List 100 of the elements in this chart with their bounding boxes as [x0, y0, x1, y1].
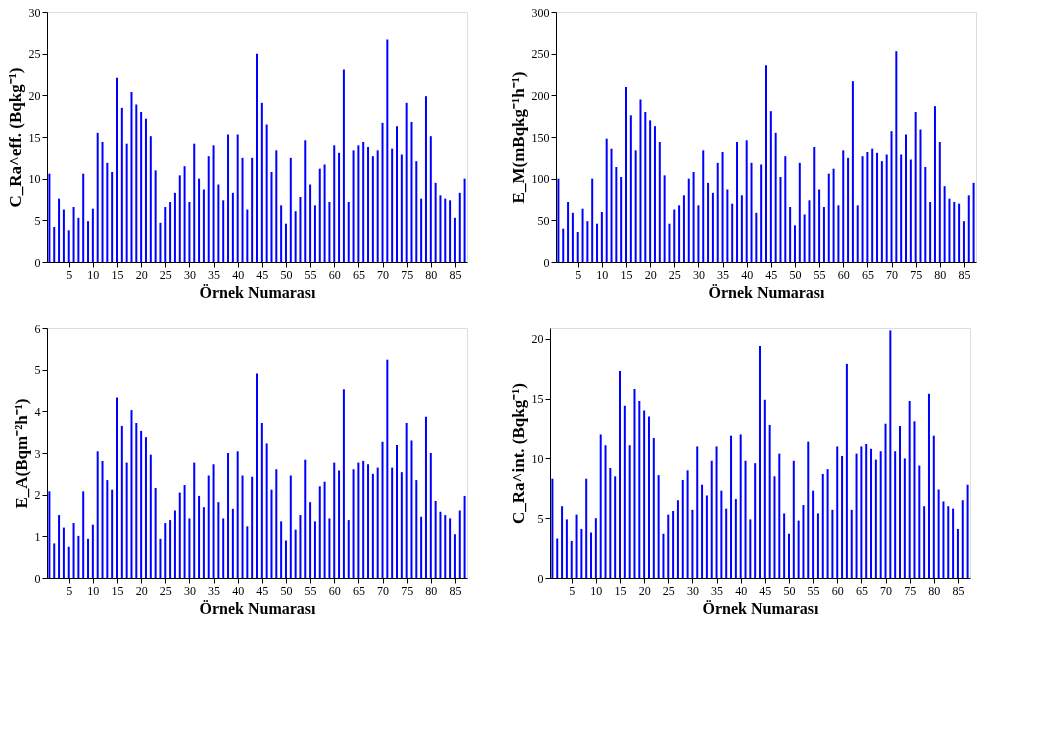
- bar: [265, 124, 268, 262]
- bar: [48, 491, 51, 578]
- y-tick-label: 25: [28, 47, 41, 62]
- x-tick-label: 30: [686, 583, 699, 598]
- bar: [658, 142, 661, 262]
- bar: [294, 529, 297, 578]
- bar: [415, 161, 418, 262]
- bar: [570, 540, 573, 578]
- bar: [676, 500, 679, 578]
- x-tick-label: 80: [425, 267, 438, 282]
- bar: [605, 138, 608, 262]
- bar: [96, 132, 99, 262]
- bar: [894, 451, 897, 578]
- bar: [749, 519, 752, 578]
- bar: [62, 527, 65, 578]
- y-axis-title: C_Ra^eff. (Bqkg⁻¹): [5, 67, 25, 208]
- bar: [62, 209, 65, 262]
- bar: [449, 518, 452, 578]
- bar: [154, 170, 157, 262]
- bar: [135, 423, 138, 578]
- bar: [444, 198, 447, 262]
- bar: [826, 469, 829, 578]
- bar: [696, 446, 699, 578]
- bar: [649, 120, 652, 262]
- y-axis-title: E_M(mBqkg⁻¹h⁻¹): [508, 71, 528, 204]
- y-tick-label: 4: [34, 404, 41, 419]
- bar: [851, 81, 854, 262]
- bar: [663, 175, 666, 262]
- bar: [410, 440, 413, 578]
- bar: [633, 389, 636, 578]
- x-tick-label: 45: [256, 583, 269, 598]
- bar: [149, 454, 152, 578]
- bar: [739, 434, 742, 578]
- bar: [323, 481, 326, 578]
- bar: [702, 150, 705, 262]
- x-tick-label: 5: [66, 583, 73, 598]
- bar: [850, 509, 853, 578]
- bar: [623, 405, 626, 578]
- x-tick-label: 40: [232, 267, 245, 282]
- bar: [367, 464, 370, 578]
- bar: [381, 122, 384, 262]
- x-tick-label: 75: [904, 583, 917, 598]
- bar: [831, 509, 834, 578]
- bar: [837, 205, 840, 262]
- bar: [673, 209, 676, 262]
- y-tick-label: 10: [28, 172, 41, 187]
- bar: [429, 136, 432, 262]
- bar: [604, 445, 607, 578]
- bar: [652, 438, 655, 578]
- bar: [120, 425, 123, 578]
- bar: [609, 467, 612, 578]
- bar: [202, 189, 205, 262]
- bar: [900, 154, 903, 262]
- bar: [895, 51, 898, 262]
- bar: [371, 156, 374, 262]
- bar: [367, 147, 370, 262]
- x-tick-label: 30: [183, 583, 196, 598]
- y-tick-label: 10: [531, 451, 544, 466]
- bar: [721, 152, 724, 262]
- bar: [966, 484, 969, 578]
- bar: [879, 451, 882, 578]
- x-tick-label: 70: [886, 267, 899, 282]
- bar: [647, 416, 650, 578]
- x-tick-label: 50: [280, 583, 293, 598]
- bar: [328, 518, 331, 578]
- bar: [948, 198, 951, 262]
- bar: [818, 189, 821, 262]
- bar: [58, 515, 61, 578]
- bar: [173, 510, 176, 578]
- bar: [707, 182, 710, 262]
- x-tick-label: 55: [813, 267, 826, 282]
- bar: [449, 200, 452, 262]
- bar: [342, 389, 345, 578]
- bar: [662, 533, 665, 578]
- x-tick-label: 70: [880, 583, 893, 598]
- bar: [845, 363, 848, 578]
- bar: [860, 446, 863, 578]
- bar: [87, 221, 90, 262]
- bar: [816, 513, 819, 578]
- bar: [120, 107, 123, 262]
- bar: [188, 202, 191, 262]
- bar: [217, 184, 220, 262]
- y-tick-label: 2: [34, 488, 41, 503]
- bar: [193, 143, 196, 262]
- bar: [309, 502, 312, 578]
- y-tick-label: 5: [537, 511, 544, 526]
- bar: [87, 538, 90, 578]
- bar: [769, 111, 772, 262]
- bar: [424, 96, 427, 262]
- y-tick-label: 5: [34, 363, 41, 378]
- x-tick-label: 75: [910, 267, 923, 282]
- bar: [352, 469, 355, 578]
- y-tick-label: 1: [34, 529, 41, 544]
- x-tick-label: 10: [596, 267, 609, 282]
- bar: [585, 478, 588, 578]
- bar: [774, 132, 777, 262]
- bar: [836, 446, 839, 578]
- bar: [871, 148, 874, 262]
- y-tick-label: 100: [531, 172, 550, 187]
- bar: [880, 161, 883, 262]
